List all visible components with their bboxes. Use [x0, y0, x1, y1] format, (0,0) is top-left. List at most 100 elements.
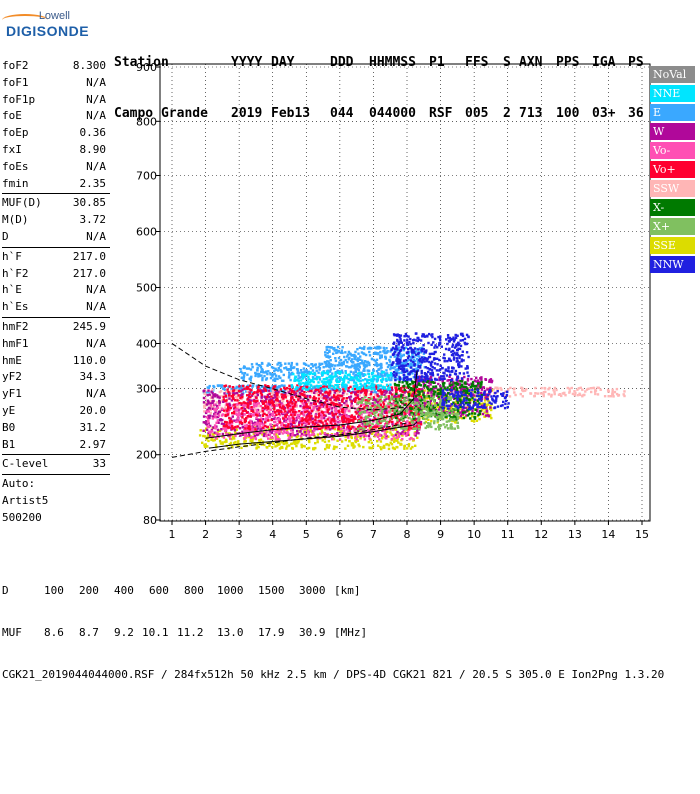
echo-point-x-: [394, 413, 396, 415]
echo-point-e: [392, 348, 394, 350]
echo-point-sse: [348, 440, 350, 442]
echo-point-ssw: [427, 394, 429, 396]
echo-point-w: [270, 426, 272, 428]
echo-point-sse: [371, 433, 373, 435]
echo-point-w: [452, 385, 454, 387]
echo-point-sse: [430, 402, 432, 404]
echo-point-vo-: [409, 410, 411, 412]
echo-point-vo-: [255, 412, 257, 414]
echo-point-w: [366, 390, 368, 392]
echo-point-e: [383, 350, 385, 352]
echo-point-w: [381, 412, 383, 414]
echo-point-vo-: [296, 389, 298, 391]
echo-point-vo-: [365, 394, 367, 396]
echo-point-vo-: [231, 428, 233, 430]
echo-point-vo-: [301, 421, 303, 423]
echo-point-ssw: [309, 406, 311, 408]
echo-point-w: [229, 434, 231, 436]
echo-point-vo-: [291, 417, 293, 419]
echo-point-w: [486, 394, 488, 396]
echo-point-e: [267, 362, 269, 364]
echo-point-sse: [286, 429, 288, 431]
echo-point-vo-: [395, 387, 397, 389]
echo-point-w: [207, 394, 209, 396]
echo-point-e: [278, 375, 280, 377]
echo-point-vo-: [271, 427, 273, 429]
echo-point-e: [304, 375, 306, 377]
echo-point-vo-: [401, 397, 403, 399]
echo-point-ssw: [344, 397, 346, 399]
echo-point-vo-: [233, 412, 235, 414]
echo-point-vo-: [236, 425, 238, 427]
echo-point-e: [366, 379, 368, 381]
echo-point-sse: [383, 447, 385, 449]
echo-point-w: [456, 381, 458, 383]
echo-point-w: [398, 420, 400, 422]
echo-point-vo-: [363, 403, 365, 405]
echo-point-w: [248, 433, 250, 435]
echo-point-ssw: [460, 390, 462, 392]
echo-point-sse: [392, 447, 394, 449]
echo-point-sse: [423, 389, 425, 391]
echo-point-vo-: [324, 401, 326, 403]
echo-point-vo-: [307, 406, 309, 408]
echo-point-e: [417, 361, 419, 363]
echo-point-sse: [394, 448, 396, 450]
echo-point-vo-: [328, 403, 330, 405]
param-name: D: [2, 229, 9, 246]
echo-point-e: [224, 389, 226, 391]
echo-point-x-: [365, 416, 367, 418]
echo-point-sse: [354, 440, 356, 442]
echo-point-w: [415, 399, 417, 401]
echo-point-w: [236, 426, 238, 428]
echo-point-sse: [272, 441, 274, 443]
echo-point-sse: [384, 433, 386, 435]
echo-point-vo-: [318, 407, 320, 409]
echo-point-e: [367, 369, 369, 371]
echo-point-sse: [320, 437, 322, 439]
echo-point-sse: [482, 402, 484, 404]
echo-point-e: [259, 364, 261, 366]
echo-point-e: [396, 371, 398, 373]
echo-point-vo-: [336, 403, 338, 405]
echo-point-vo-: [249, 407, 251, 409]
echo-point-vo-: [335, 409, 337, 411]
echo-point-vo-: [327, 426, 329, 428]
echo-point-ssw: [220, 409, 222, 411]
echo-point-sse: [475, 402, 477, 404]
echo-point-vo-: [258, 390, 260, 392]
echo-point-e: [395, 358, 397, 360]
echo-point-vo-: [257, 389, 259, 391]
echo-point-sse: [357, 440, 359, 442]
echo-point-vo-: [255, 404, 257, 406]
echo-point-w: [228, 392, 230, 394]
echo-point-vo-: [360, 413, 362, 415]
echo-point-vo-: [256, 400, 258, 402]
echo-point-w: [414, 399, 416, 401]
echo-point-w: [257, 421, 259, 423]
echo-point-w: [279, 400, 281, 402]
echo-point-ssw: [272, 398, 274, 400]
echo-point-vo-: [264, 425, 266, 427]
echo-point-w: [404, 391, 406, 393]
echo-point-w: [329, 392, 331, 394]
echo-point-vo-: [410, 437, 412, 439]
echo-point-ssw: [275, 395, 277, 397]
echo-point-sse: [444, 395, 446, 397]
echo-point-e: [327, 360, 329, 362]
echo-point-vo-: [388, 427, 390, 429]
echo-point-vo-: [401, 416, 403, 418]
echo-point-e: [274, 391, 276, 393]
echo-point-ssw: [256, 403, 258, 405]
echo-point-ssw: [548, 393, 550, 395]
echo-point-vo-: [270, 395, 272, 397]
echo-point-x-: [384, 405, 386, 407]
echo-point-e: [380, 365, 382, 367]
echo-point-w: [425, 381, 427, 383]
echo-point-vo-: [285, 426, 287, 428]
echo-point-vo-: [332, 426, 334, 428]
echo-point-vo-: [212, 436, 214, 438]
echo-point-sse: [456, 412, 458, 414]
echo-point-vo-: [248, 425, 250, 427]
